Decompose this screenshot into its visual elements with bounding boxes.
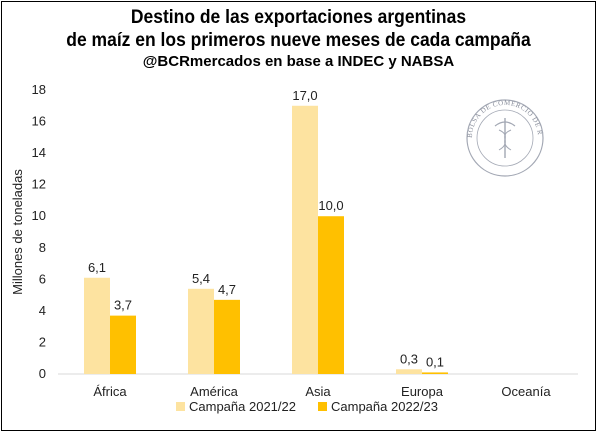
chart-title-line-1: Destino de las exportaciones argentinas xyxy=(130,7,467,28)
seal-lettering: BOLSA DE COMERCIO DE ROSARIO xyxy=(0,0,544,138)
y-tick-label: 10 xyxy=(32,208,46,223)
chart-subtitle: @BCRmercados en base a INDEC y NABSA xyxy=(142,53,455,70)
y-tick-label: 16 xyxy=(32,114,46,129)
x-category-label: América xyxy=(190,384,238,399)
x-category-label: Oceanía xyxy=(501,384,551,399)
watermark-seal: BOLSA DE COMERCIO DE ROSARIO xyxy=(0,0,544,177)
y-tick-label: 18 xyxy=(32,82,46,97)
data-label: 0,1 xyxy=(426,354,444,369)
data-label: 3,7 xyxy=(114,298,132,313)
bar-campaign-2022-23 xyxy=(422,372,448,374)
bar-campaign-2022-23 xyxy=(214,299,240,374)
legend: Campaña 2021/22 Campaña 2022/23 xyxy=(176,399,438,414)
y-tick-label: 0 xyxy=(39,366,46,381)
y-tick-label: 2 xyxy=(39,334,46,349)
data-label: 0,3 xyxy=(400,351,418,366)
data-label: 5,4 xyxy=(192,271,210,286)
legend-label: Campaña 2022/23 xyxy=(331,399,438,414)
chart-title-line-2: de maíz en los primeros nueve meses de c… xyxy=(66,30,531,51)
legend-swatch xyxy=(318,402,327,411)
y-axis-title: Millones de toneladas xyxy=(10,169,25,295)
bar-campaign-2021-22 xyxy=(396,369,422,374)
chart-header: Destino de las exportaciones argentinas … xyxy=(0,6,597,72)
data-label: 6,1 xyxy=(88,260,106,275)
bar-campaign-2021-22 xyxy=(188,288,214,374)
bar-campaign-2022-23 xyxy=(110,315,136,374)
y-tick-label: 4 xyxy=(39,303,46,318)
bar-campaign-2021-22 xyxy=(84,277,110,374)
data-label: 10,0 xyxy=(318,198,343,213)
y-tick-label: 12 xyxy=(32,177,46,192)
seal-outer-ring xyxy=(466,99,544,177)
legend-label: Campaña 2021/22 xyxy=(189,399,296,414)
y-tick-label: 8 xyxy=(39,240,46,255)
y-tick-label: 14 xyxy=(32,145,46,160)
x-category-label: Asia xyxy=(305,384,331,399)
data-label: 4,7 xyxy=(218,282,236,297)
y-axis: 0 2 4 6 8 10 12 14 16 18 Millones de toneladas xyxy=(10,82,578,381)
seal-inner-ring xyxy=(476,109,534,167)
data-label: 17,0 xyxy=(292,88,317,103)
bar-campaign-2021-22 xyxy=(292,105,318,375)
bars: 6,1 3,7 5,4 4,7 17,0 10,0 0,3 0,1 xyxy=(84,88,448,375)
bar-campaign-2022-23 xyxy=(318,216,344,374)
legend-swatch xyxy=(176,402,185,411)
seal-emblem-wings xyxy=(494,121,516,127)
x-category-label: África xyxy=(93,384,127,399)
x-axis-categories: África América Asia Europa Oceanía xyxy=(93,384,551,399)
x-category-label: Europa xyxy=(401,384,444,399)
seal-emblem-serpent-2 xyxy=(498,129,512,151)
y-tick-label: 6 xyxy=(39,271,46,286)
